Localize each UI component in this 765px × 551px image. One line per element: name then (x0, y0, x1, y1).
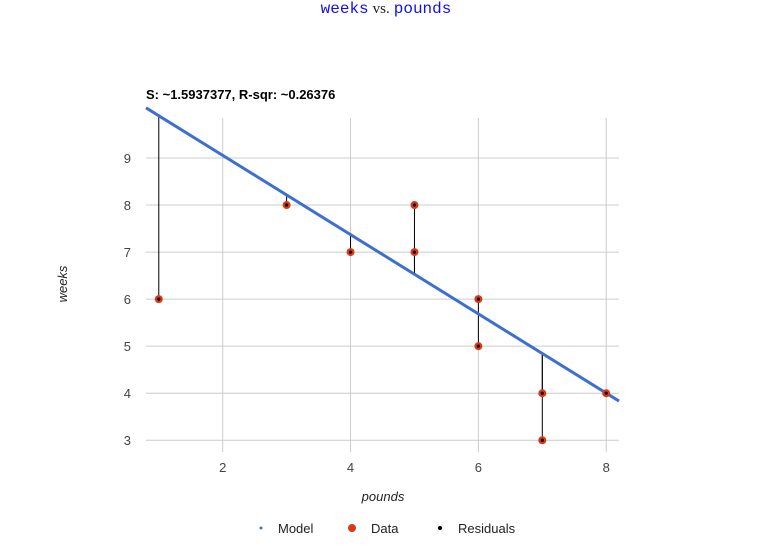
model-line (145, 106, 620, 403)
y-tick-label: 8 (124, 198, 131, 213)
chart-subtitle: S: ~1.5937377, R-sqr: ~0.26376 (146, 87, 335, 102)
y-tick-label: 7 (124, 245, 131, 260)
y-tick-label: 6 (124, 292, 131, 307)
data-point-center (476, 297, 480, 301)
y-tick-label: 3 (124, 433, 131, 448)
x-axis-label: pounds (361, 489, 405, 504)
data-point-center (285, 203, 289, 207)
y-tick-label: 5 (124, 339, 131, 354)
data-point-center (412, 250, 417, 254)
data-points (154, 201, 611, 445)
gridlines (146, 118, 619, 452)
chart-title: weeks vs. pounds (0, 0, 765, 18)
legend-model-label: Model (278, 521, 314, 536)
y-tick-label: 4 (124, 386, 131, 401)
x-tick-label: 2 (219, 460, 226, 475)
legend-residuals-label: Residuals (458, 521, 516, 536)
data-point-center (540, 438, 544, 442)
legend-data-label: Data (371, 521, 399, 536)
legend-data-marker (348, 524, 356, 532)
model-regression-line (145, 106, 620, 403)
y-tick-label: 9 (124, 151, 131, 166)
legend-model-marker (259, 526, 263, 530)
data-point-center (157, 297, 161, 301)
title-x-variable: pounds (393, 0, 452, 18)
legend-residuals-marker (438, 526, 442, 530)
title-vs: vs. (372, 1, 390, 17)
data-point-center (412, 203, 417, 207)
x-tick-label: 4 (347, 460, 354, 475)
y-tick-labels: 3 4 5 6 7 8 9 (124, 151, 131, 448)
legend: Model Data Residuals (259, 521, 516, 536)
data-point-center (604, 391, 608, 395)
x-tick-label: 6 (475, 460, 482, 475)
x-tick-labels: 2 4 6 8 (219, 460, 610, 475)
data-point-center (476, 344, 480, 348)
y-axis-label: weeks (55, 265, 70, 302)
x-tick-label: 8 (603, 460, 610, 475)
data-point-center (540, 391, 544, 395)
title-y-variable: weeks (320, 0, 369, 18)
data-point-center (348, 250, 353, 254)
